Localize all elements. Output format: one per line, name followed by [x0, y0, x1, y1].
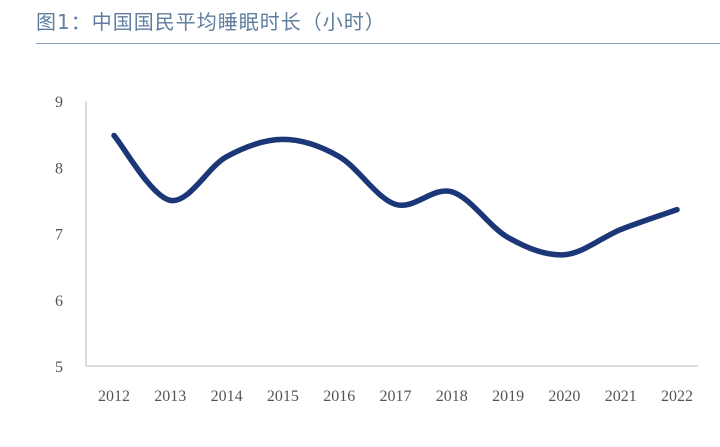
- x-tick-label: 2021: [605, 388, 637, 405]
- x-tick-label: 2016: [323, 388, 355, 405]
- x-tick-label: 2012: [98, 388, 130, 405]
- x-tick-label: 2019: [492, 388, 524, 405]
- x-axis-ticks: 2012 2013 2014 2015 2016 2017 2018 2019 2020 2021…: [98, 388, 693, 405]
- y-tick-label: 7: [55, 227, 63, 244]
- y-tick-label: 8: [55, 160, 63, 177]
- axes: [86, 101, 698, 366]
- x-tick-label: 2013: [154, 388, 186, 405]
- y-tick-label: 6: [55, 293, 63, 310]
- x-tick-label: 2018: [436, 388, 468, 405]
- x-tick-label: 2017: [380, 388, 412, 405]
- x-tick-label: 2014: [211, 388, 243, 405]
- y-tick-label: 9: [55, 94, 63, 111]
- x-tick-label: 2020: [548, 388, 580, 405]
- y-tick-label: 5: [55, 359, 63, 376]
- y-axis-ticks: 5 6 7 8 9: [55, 94, 63, 376]
- x-tick-label: 2015: [267, 388, 299, 405]
- x-tick-label: 2022: [661, 388, 693, 405]
- series-line: [114, 135, 677, 254]
- series-layer: [114, 135, 677, 254]
